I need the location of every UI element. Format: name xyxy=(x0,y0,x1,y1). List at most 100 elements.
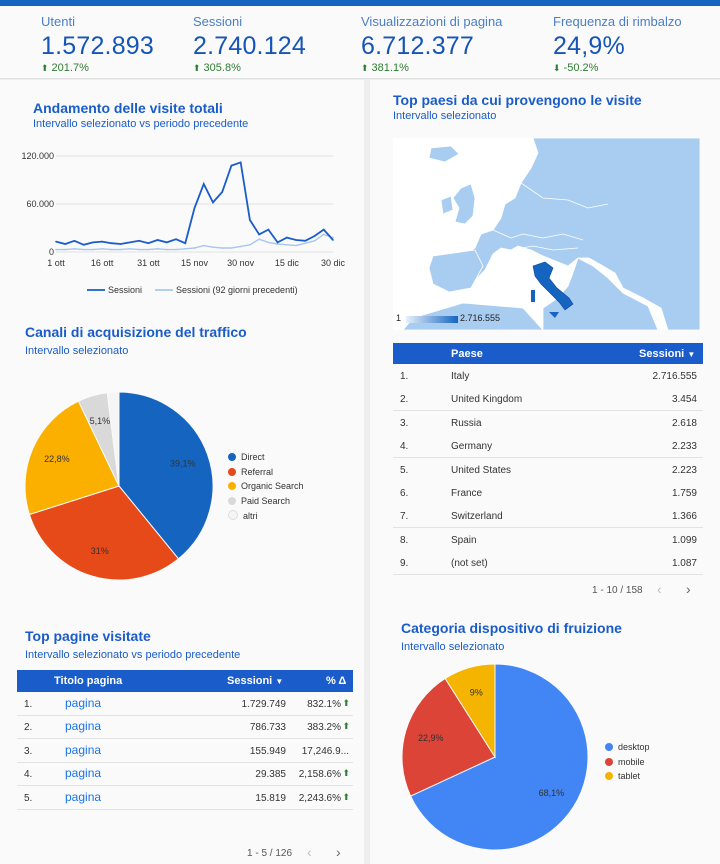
data-point xyxy=(193,247,196,249)
pie-slice-direct[interactable] xyxy=(118,391,214,560)
pie-slice-label: 22,9% xyxy=(418,733,444,743)
pie-slice-organic-search[interactable] xyxy=(24,400,120,516)
table-row[interactable]: 2. United Kingdom 3.454 xyxy=(393,387,703,412)
kpi-users[interactable]: Utenti 1.572.893 ⬆ 201.7% xyxy=(41,14,154,74)
pie-slice-desktop[interactable] xyxy=(409,663,589,851)
kpi-value: 2.740.124 xyxy=(193,32,307,60)
kpi-value: 24,9% xyxy=(553,32,625,60)
legend-item-desktop[interactable]: desktop xyxy=(605,742,650,752)
pie-slice-mobile[interactable] xyxy=(401,677,496,797)
pages-subtitle: Intervallo selezionato vs periodo preced… xyxy=(25,649,241,661)
delta-value: 832.1% xyxy=(307,699,341,710)
data-point xyxy=(101,248,103,250)
data-point xyxy=(322,233,325,236)
country-name: Germany xyxy=(451,441,493,453)
table-row[interactable]: 1. Italy 2.716.555 xyxy=(393,364,703,388)
page-link[interactable]: pagina xyxy=(65,696,102,710)
kpi-bounce-rate[interactable]: Frequenza di rimbalzo 24,9% ⬇ -50.2% xyxy=(553,14,682,74)
kpi-change: ⬆ 201.7% xyxy=(41,62,154,74)
sessions-value: 2.233 xyxy=(671,441,697,453)
legend-item-direct[interactable]: Direct xyxy=(228,452,265,462)
pie-slice-altri[interactable] xyxy=(106,391,120,487)
arrow-up-icon: ⬆ xyxy=(193,63,201,73)
table-row[interactable]: 5. United States 2.223 xyxy=(393,457,703,482)
legend-item-mobile[interactable]: mobile xyxy=(605,757,645,767)
data-point xyxy=(156,239,159,241)
countries-title: Top paesi da cui provengono le visite xyxy=(393,92,642,108)
column-header-title[interactable]: Titolo pagina xyxy=(54,675,123,687)
data-point xyxy=(110,248,113,251)
row-number: 1. xyxy=(400,371,409,382)
data-point xyxy=(258,238,260,240)
row-number: 9. xyxy=(400,558,409,570)
country-name: Spain xyxy=(451,534,477,546)
legend-item-paid-search[interactable]: Paid Search xyxy=(228,496,290,506)
visits-line-chart[interactable]: 120.000 60.000 01 ott 16 ott 31 ott 15 nov 30 … xyxy=(0,140,364,305)
table-row[interactable]: 4. pagina 29.385 2,158.6% ⬆ xyxy=(17,762,353,787)
pie-slice-tablet[interactable] xyxy=(444,663,496,759)
country-name: Switzerland xyxy=(451,511,503,523)
data-point xyxy=(166,248,168,251)
countries-next-page-button[interactable]: › xyxy=(686,581,691,597)
column-header-delta[interactable]: % Δ xyxy=(326,675,347,687)
table-row[interactable]: 6. France 1.759 xyxy=(393,481,703,505)
country-name: Italy xyxy=(451,371,470,382)
europe-map[interactable] xyxy=(393,138,700,330)
pie-slice-label: 68,1% xyxy=(539,788,565,798)
pie-slice-label: 31% xyxy=(91,546,109,556)
kpi-change-value: 201.7% xyxy=(51,62,89,74)
acquisition-title: Canali di acquisizione del traffico xyxy=(25,324,247,340)
device-pie-chart[interactable]: 68,1% 22,9% 9% xyxy=(370,660,600,860)
data-point xyxy=(119,248,122,251)
row-number: 4. xyxy=(400,441,409,453)
table-row[interactable]: 9. (not set) 1.087 xyxy=(393,551,703,576)
legend-item-tablet[interactable]: tablet xyxy=(605,771,640,781)
legend-label: Paid Search xyxy=(241,495,291,506)
legend-label: Referral xyxy=(241,466,274,477)
pages-next-page-button[interactable]: › xyxy=(336,844,341,860)
legend-swatch xyxy=(228,496,236,505)
legend-item-organic-search[interactable]: Organic Search xyxy=(228,481,304,491)
table-row[interactable]: 5. pagina 15.819 2,243.6% ⬆ xyxy=(17,786,353,810)
legend-swatch xyxy=(228,510,238,520)
sessions-value: 15.819 xyxy=(255,792,286,804)
legend-item-altri[interactable]: altri xyxy=(228,510,258,521)
table-row[interactable]: 1. pagina 1.729.749 832.1% ⬆ xyxy=(17,692,353,716)
sessions-value: 2.223 xyxy=(671,464,697,476)
data-point xyxy=(286,244,288,246)
column-header-country[interactable]: Paese xyxy=(451,348,483,360)
delta-value: 2,158.6% xyxy=(298,769,341,781)
sessions-value: 155.949 xyxy=(249,745,286,757)
y-tick-label: 60.000 xyxy=(26,199,54,209)
kpi-change-value: 305.8% xyxy=(203,62,241,74)
arrow-up-icon: ⬆ xyxy=(342,698,350,708)
arrow-up-icon: ⬆ xyxy=(361,63,369,73)
data-point xyxy=(267,241,270,244)
pie-slice-referral[interactable] xyxy=(28,485,180,581)
table-row[interactable]: 3. pagina 155.949 17,246.9... xyxy=(17,739,353,763)
page-link[interactable]: pagina xyxy=(65,789,102,804)
table-row[interactable]: 2. pagina 786.733 383.2% ⬆ xyxy=(17,715,353,740)
table-row[interactable]: 7. Switzerland 1.366 xyxy=(393,504,703,529)
page-link[interactable]: pagina xyxy=(65,766,102,781)
sort-desc-icon: ▼ xyxy=(687,350,696,359)
table-row[interactable]: 8. Spain 1.099 xyxy=(393,527,703,552)
column-header-sessions[interactable]: Sessioni ▼ xyxy=(639,348,695,360)
legend-item-referral[interactable]: Referral xyxy=(228,467,273,477)
table-row[interactable]: 4. Germany 2.233 xyxy=(393,434,703,459)
data-point xyxy=(156,248,159,250)
data-point xyxy=(101,240,103,243)
page-link[interactable]: pagina xyxy=(65,742,102,757)
table-row[interactable]: 3. Russia 2.618 xyxy=(393,410,703,435)
kpi-pageviews[interactable]: Visualizzazioni di pagina 6.712.377 ⬆ 381… xyxy=(361,14,502,74)
pages-prev-page-button[interactable]: ‹ xyxy=(307,844,312,860)
pages-title: Top pagine visitate xyxy=(25,628,151,644)
page-link[interactable]: pagina xyxy=(65,719,102,734)
series-line-sessions xyxy=(55,161,334,246)
kpi-sessions[interactable]: Sessioni 2.740.124 ⬆ 305.8% xyxy=(193,14,306,74)
x-tick-label: 30 nov xyxy=(227,258,255,268)
countries-prev-page-button[interactable]: ‹ xyxy=(657,581,662,597)
acquisition-pie-chart[interactable]: 39,1% 31% 22,8% 5,1% xyxy=(0,380,364,590)
map-color-scale xyxy=(406,316,458,323)
column-header-sessions[interactable]: Sessioni ▼ xyxy=(227,675,283,687)
